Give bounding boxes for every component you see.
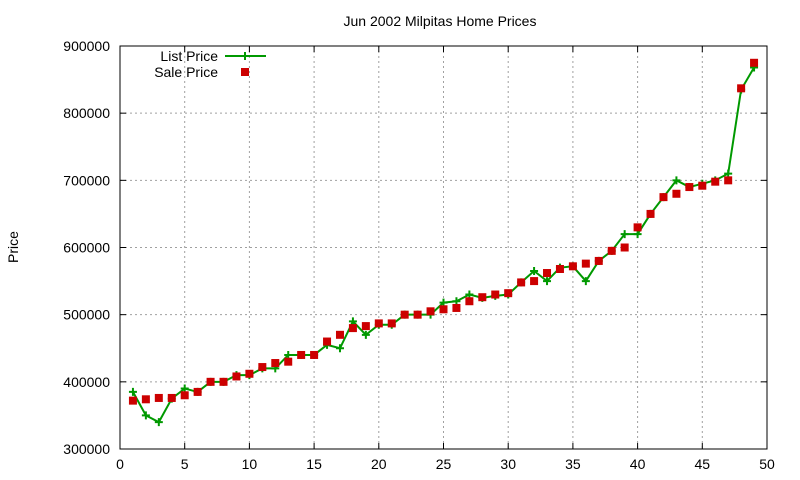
x-tick-label: 15 <box>306 456 322 472</box>
axis-ticks <box>119 45 768 450</box>
list-price-point <box>361 330 370 339</box>
sale-price-point <box>530 277 539 286</box>
sale-price-point <box>361 322 370 331</box>
legend-swatch-marker <box>241 52 249 60</box>
sale-price-point <box>258 363 267 372</box>
x-tick-label: 50 <box>759 456 775 472</box>
sale-price-point <box>504 289 513 298</box>
x-tick-label: 45 <box>695 456 711 472</box>
y-tick-label: 600000 <box>63 240 110 256</box>
y-tick-label: 900000 <box>63 38 110 54</box>
sale-price-point <box>491 290 500 299</box>
list-price-point <box>335 344 344 353</box>
y-tick-label: 800000 <box>63 105 110 121</box>
sale-price-point <box>555 264 564 273</box>
sale-price-point <box>297 350 306 359</box>
list-price-point <box>452 297 461 306</box>
sale-price-point <box>594 256 603 265</box>
x-tick-label: 30 <box>500 456 516 472</box>
sale-price-point <box>167 393 176 402</box>
sale-price-point <box>607 246 616 255</box>
sale-price-point <box>478 293 487 302</box>
sale-price-point <box>465 297 474 306</box>
list-price-point <box>439 298 448 307</box>
sale-price-point <box>672 189 681 198</box>
sale-price-point <box>724 176 733 185</box>
y-axis-label: Price <box>5 231 21 263</box>
y-tick-label: 300000 <box>63 441 110 457</box>
sale-price-point <box>219 377 228 386</box>
sale-price-point <box>517 278 526 287</box>
x-tick-label: 40 <box>630 456 646 472</box>
sale-price-point <box>685 183 694 192</box>
sale-price-point <box>387 319 396 328</box>
sale-price-point <box>581 259 590 268</box>
y-tick-label: 700000 <box>63 172 110 188</box>
list-price-point <box>672 176 681 185</box>
sale-price-point <box>711 177 720 186</box>
sale-price-point <box>180 391 189 400</box>
sale-price-point <box>620 243 629 252</box>
list-price-point <box>154 418 163 427</box>
list-price-point <box>128 387 137 396</box>
sale-price-point <box>154 393 163 402</box>
x-tick-label: 10 <box>242 456 258 472</box>
sale-price-point <box>310 350 319 359</box>
sale-price-point <box>426 307 435 316</box>
sale-price-point <box>348 324 357 333</box>
x-tick-label: 0 <box>116 456 124 472</box>
list-price-point <box>581 277 590 286</box>
sale-price-point <box>335 330 344 339</box>
list-price-point <box>633 230 642 239</box>
list-price-point <box>724 169 733 178</box>
sale-price-point <box>439 305 448 314</box>
sale-price-point <box>284 357 293 366</box>
sale-price-point <box>543 269 552 278</box>
sale-price-point <box>400 310 409 319</box>
sale-price-point <box>193 387 202 396</box>
sale-price-point <box>141 395 150 404</box>
sale-price-point <box>568 262 577 271</box>
list-price-point <box>620 230 629 239</box>
list-price-point <box>141 411 150 420</box>
y-tick-label: 500000 <box>63 307 110 323</box>
sale-price-point <box>646 209 655 218</box>
x-tick-label: 35 <box>565 456 581 472</box>
grid-lines <box>120 46 767 449</box>
sale-price-point <box>452 303 461 312</box>
sale-price-point <box>374 319 383 328</box>
sale-price-point <box>413 310 422 319</box>
sale-price-point <box>271 359 280 368</box>
x-tick-label: 5 <box>181 456 189 472</box>
x-tick-label: 25 <box>436 456 452 472</box>
sale-price-point <box>128 396 137 405</box>
list-price-line <box>132 66 755 424</box>
series-sale-price <box>128 58 759 405</box>
sale-price-point <box>737 84 746 93</box>
sale-price-point <box>232 372 241 381</box>
y-tick-label: 400000 <box>63 374 110 390</box>
sale-price-point <box>750 58 759 67</box>
legend-swatch-marker <box>241 68 249 76</box>
sale-price-point <box>323 337 332 346</box>
legend-label: List Price <box>160 48 218 64</box>
list-price-point <box>180 384 189 393</box>
data-series <box>128 58 759 427</box>
sale-price-point <box>206 377 215 386</box>
sale-price-point <box>633 223 642 232</box>
legend-label: Sale Price <box>154 64 218 80</box>
sale-price-point <box>245 369 254 378</box>
tick-labels: 0 5 10 15 20 25 30 35 40 45 50 300000 400000 500000 60… <box>63 38 775 472</box>
sale-price-point <box>698 181 707 190</box>
list-price-point <box>465 290 474 299</box>
list-price-point <box>348 317 357 326</box>
list-price-point <box>530 267 539 276</box>
sale-price-point <box>659 193 668 202</box>
list-price-point <box>284 350 293 359</box>
list-price-point <box>543 277 552 286</box>
x-tick-label: 20 <box>371 456 387 472</box>
chart-title: Jun 2002 Milpitas Home Prices <box>344 13 537 29</box>
